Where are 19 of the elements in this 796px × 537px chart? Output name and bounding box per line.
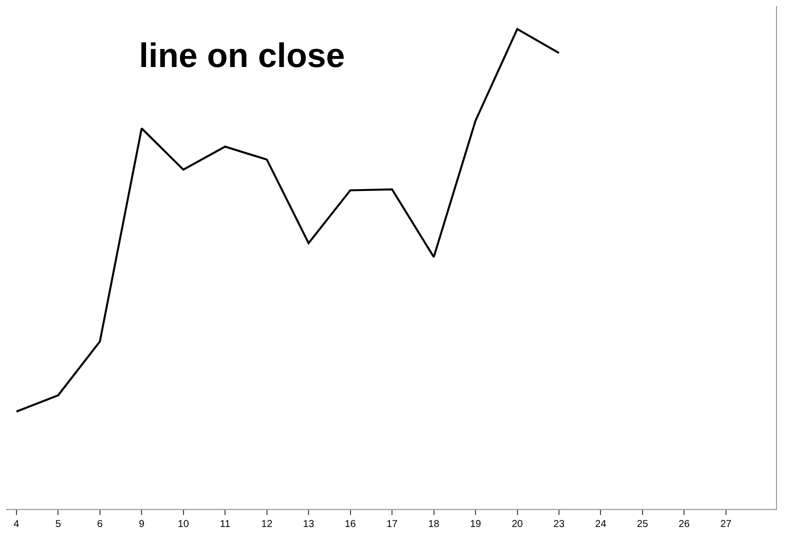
annotation: line on close	[139, 37, 345, 75]
x-tick-label: 17	[386, 519, 398, 530]
x-tick-label: 5	[55, 519, 62, 530]
x-tick-label: 23	[553, 519, 565, 530]
x-tick-label: 19	[470, 519, 482, 530]
x-tick-label: 11	[220, 519, 231, 530]
x-tick-label: 12	[261, 519, 273, 530]
x-tick-label: 10	[178, 519, 190, 530]
x-tick-label: 24	[595, 519, 607, 530]
x-tick-label: 25	[636, 519, 648, 530]
x-tick-label: 20	[512, 519, 524, 530]
x-tick-label: 6	[97, 519, 104, 530]
x-tick-label: 27	[720, 519, 732, 530]
x-tick-label: 18	[428, 519, 440, 530]
x-tick-label: 9	[138, 519, 145, 530]
x-tick-label: 16	[344, 519, 356, 530]
x-tick-label: 26	[678, 519, 690, 530]
x-tick-label: 13	[303, 519, 315, 530]
x-tick-label: 4	[14, 519, 20, 530]
